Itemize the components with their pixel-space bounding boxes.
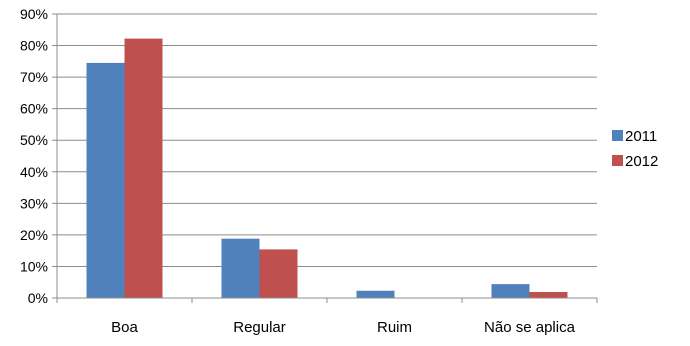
y-tick-label: 80%: [20, 38, 48, 54]
y-tick-label: 60%: [20, 101, 48, 117]
y-axis-tick-labels: 0% 10% 20% 30% 40% 50% 60% 70% 80% 90%: [20, 6, 48, 306]
axes: [52, 13, 598, 303]
bar-2012-0: [124, 38, 163, 298]
legend-swatch-2011: [612, 130, 623, 141]
y-tick-label: 0%: [28, 290, 48, 306]
x-tick-label: Boa: [111, 319, 138, 336]
x-tick-label: Ruim: [377, 319, 412, 336]
x-axis-tick-labels: Boa Regular Ruim Não se aplica: [111, 319, 575, 336]
bar-2012-3: [529, 292, 568, 298]
legend-swatch-2012: [612, 155, 623, 166]
bar-2011-3: [491, 284, 530, 298]
y-tick-label: 20%: [20, 227, 48, 243]
bar-2011-0: [86, 62, 125, 299]
legend-label-2011: 2011: [625, 128, 657, 145]
legend-label-2012: 2012: [625, 153, 658, 170]
y-tick-label: 10%: [20, 258, 48, 274]
y-tick-label: 90%: [20, 6, 48, 22]
bar-2012-1: [259, 249, 298, 298]
bar-2011-1: [221, 238, 260, 298]
y-tick-label: 40%: [20, 164, 48, 180]
y-tick-label: 30%: [20, 195, 48, 211]
bars: [86, 38, 568, 299]
y-tick-label: 70%: [20, 69, 48, 85]
legend: 2011 2012: [612, 128, 658, 170]
x-tick-label: Regular: [233, 319, 286, 336]
bar-2011-2: [356, 290, 395, 298]
y-tick-label: 50%: [20, 132, 48, 148]
x-tick-label: Não se aplica: [484, 319, 576, 336]
